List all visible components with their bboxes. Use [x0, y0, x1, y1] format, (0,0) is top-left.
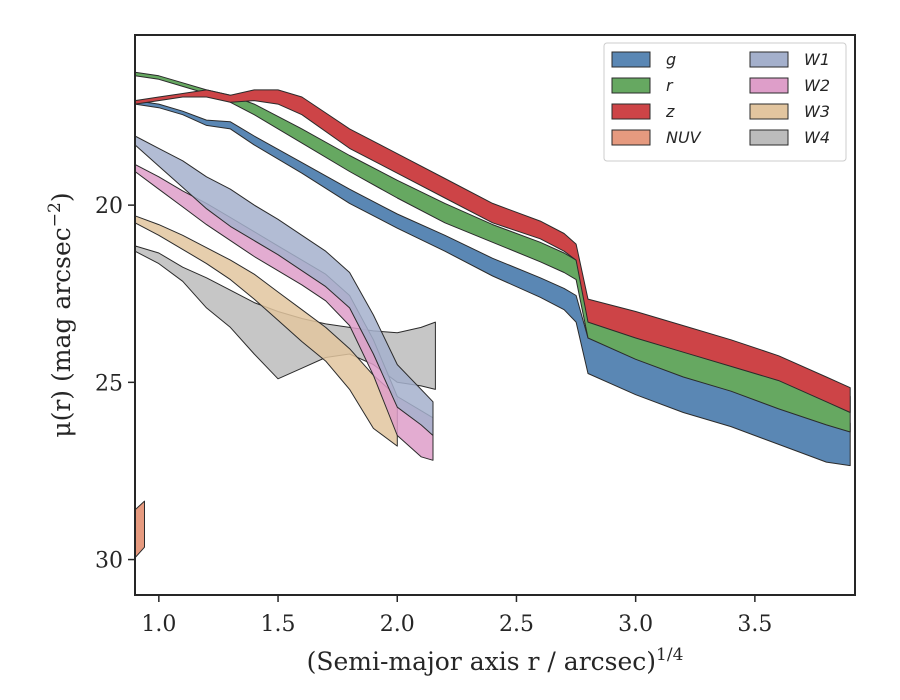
legend-swatch-z — [611, 103, 651, 120]
x-axis-label-superscript: 1/4 — [656, 645, 683, 665]
x-axis-label: (Semi-major axis r / arcsec)1/4 — [307, 645, 684, 676]
y-axis-label-main: μ(r) (mag arcsec — [47, 227, 76, 437]
x-tick-label: 2.5 — [499, 612, 534, 637]
legend-swatch-nuv — [611, 129, 651, 146]
series-band-w3 — [134, 215, 398, 447]
legend: grz NUV W1 W2 W3 W4 — [603, 42, 847, 162]
series-band-w1 — [134, 135, 434, 436]
series-band-nuv — [134, 500, 145, 559]
y-tick-label: 30 — [95, 549, 123, 574]
legend-label-w4: W4 — [804, 128, 830, 147]
series-band-z — [134, 89, 851, 413]
x-tick-label: 3.0 — [618, 612, 653, 637]
legend-swatch-w3 — [749, 103, 789, 120]
legend-label-r: r — [666, 76, 674, 95]
ticks-layer: 1.0 1.5 2.0 2.5 3.0 3.5 20 25 30 — [95, 194, 772, 637]
series-band-g — [134, 100, 851, 467]
x-tick-label: 1.5 — [261, 612, 296, 637]
x-tick-label: 2.0 — [380, 612, 415, 637]
x-tick-label: 3.5 — [737, 612, 772, 637]
x-axis-label-main: (Semi-major axis r / arcsec) — [307, 647, 656, 676]
legend-swatch-w1 — [749, 51, 789, 68]
legend-label-w2: W2 — [804, 76, 830, 95]
legend-label-w3: W3 — [804, 102, 830, 121]
y-axis-label-suffix: ) — [47, 192, 76, 202]
legend-label-z: z — [665, 102, 675, 121]
legend-swatch-w4 — [749, 129, 789, 146]
y-axis-label-superscript: −2 — [45, 202, 65, 227]
plot-frame — [134, 34, 856, 596]
series-layer — [134, 71, 851, 559]
x-tick-label: 1.0 — [141, 612, 176, 637]
legend-label-w1: W1 — [804, 50, 830, 69]
y-tick-label: 20 — [95, 194, 123, 219]
legend-swatch-w2 — [749, 77, 789, 94]
y-tick-label: 25 — [95, 371, 123, 396]
y-axis-label: μ(r) (mag arcsec−2) — [45, 192, 76, 437]
legend-swatch-r — [611, 77, 651, 94]
legend-label-g: g — [666, 50, 676, 69]
legend-label-nuv: NUV — [666, 128, 702, 147]
legend-swatch-g — [611, 51, 651, 68]
